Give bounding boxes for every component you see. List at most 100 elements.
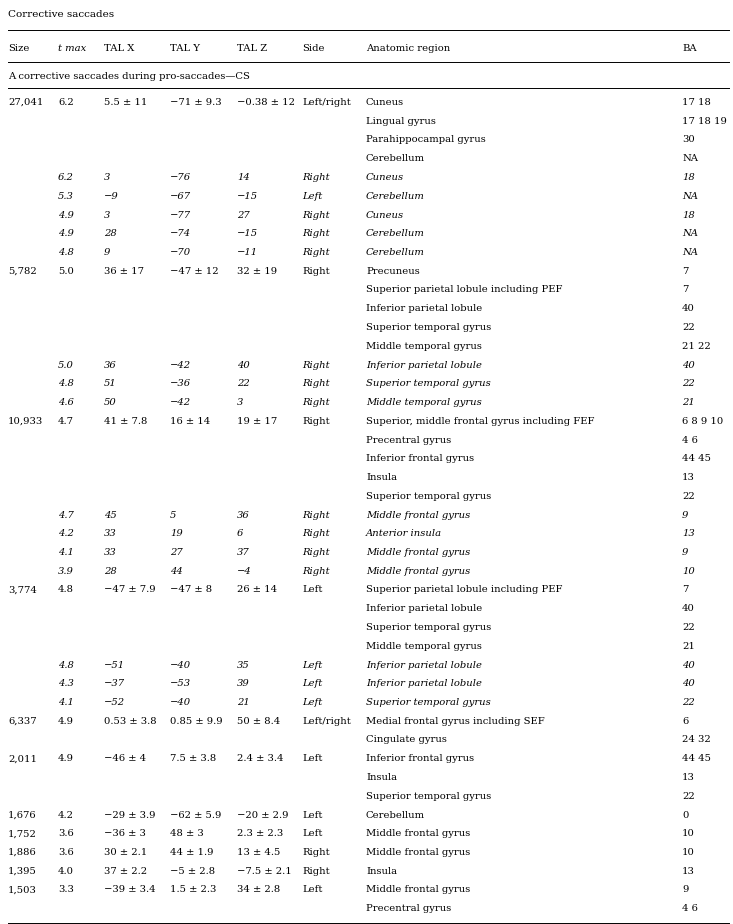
Text: 4.3: 4.3 (58, 679, 74, 688)
Text: −20 ± 2.9: −20 ± 2.9 (237, 810, 289, 820)
Text: 1,395: 1,395 (8, 867, 37, 876)
Text: 4 6: 4 6 (682, 435, 698, 444)
Text: TAL Y: TAL Y (170, 44, 200, 53)
Text: 0.53 ± 3.8: 0.53 ± 3.8 (104, 717, 157, 725)
Text: Middle frontal gyrus: Middle frontal gyrus (366, 510, 471, 519)
Text: Right: Right (302, 267, 330, 275)
Text: Inferior frontal gyrus: Inferior frontal gyrus (366, 455, 474, 463)
Text: −0.38 ± 12: −0.38 ± 12 (237, 98, 295, 107)
Text: 4.9: 4.9 (58, 754, 74, 763)
Text: 26 ± 14: 26 ± 14 (237, 586, 277, 594)
Text: 4 6: 4 6 (682, 905, 698, 913)
Text: NA: NA (682, 154, 698, 164)
Text: 4.9: 4.9 (58, 717, 74, 725)
Text: 5.0: 5.0 (58, 360, 74, 370)
Text: 40: 40 (682, 679, 695, 688)
Text: Superior temporal gyrus: Superior temporal gyrus (366, 492, 491, 501)
Text: 10: 10 (682, 566, 695, 576)
Text: 6.2: 6.2 (58, 98, 74, 107)
Text: 22: 22 (682, 492, 695, 501)
Text: Middle frontal gyrus: Middle frontal gyrus (366, 829, 471, 838)
Text: −15: −15 (237, 192, 258, 201)
Text: Cerebellum: Cerebellum (366, 810, 425, 820)
Text: 33: 33 (104, 529, 117, 539)
Text: 21: 21 (682, 642, 695, 650)
Text: 2.4 ± 3.4: 2.4 ± 3.4 (237, 754, 284, 763)
Text: 32 ± 19: 32 ± 19 (237, 267, 277, 275)
Text: Right: Right (302, 173, 330, 182)
Text: Superior temporal gyrus: Superior temporal gyrus (366, 792, 491, 801)
Text: −53: −53 (170, 679, 191, 688)
Text: NA: NA (682, 229, 698, 238)
Text: 17 18 19: 17 18 19 (682, 116, 727, 126)
Text: 9: 9 (682, 885, 688, 894)
Text: Inferior parietal lobule: Inferior parietal lobule (366, 661, 482, 670)
Text: Right: Right (302, 867, 330, 876)
Text: Precentral gyrus: Precentral gyrus (366, 905, 452, 913)
Text: 28: 28 (104, 229, 117, 238)
Text: Parahippocampal gyrus: Parahippocampal gyrus (366, 136, 486, 144)
Text: Left/right: Left/right (302, 717, 351, 725)
Text: 51: 51 (104, 379, 117, 388)
Text: 7.5 ± 3.8: 7.5 ± 3.8 (170, 754, 216, 763)
Text: 9: 9 (682, 510, 688, 519)
Text: Right: Right (302, 548, 330, 557)
Text: 4.9: 4.9 (58, 229, 74, 238)
Text: Corrective saccades: Corrective saccades (8, 10, 114, 19)
Text: −9: −9 (104, 192, 119, 201)
Text: 16 ± 14: 16 ± 14 (170, 417, 210, 426)
Text: BA: BA (682, 44, 696, 53)
Text: 36: 36 (237, 510, 250, 519)
Text: 2,011: 2,011 (8, 754, 37, 763)
Text: Insula: Insula (366, 867, 397, 876)
Text: −42: −42 (170, 398, 191, 407)
Text: Middle temporal gyrus: Middle temporal gyrus (366, 398, 482, 407)
Text: 3: 3 (104, 211, 111, 220)
Text: Right: Right (302, 248, 330, 257)
Text: −4: −4 (237, 566, 251, 576)
Text: 4.9: 4.9 (58, 211, 74, 220)
Text: Superior temporal gyrus: Superior temporal gyrus (366, 623, 491, 632)
Text: −74: −74 (170, 229, 191, 238)
Text: 5.5 ± 11: 5.5 ± 11 (104, 98, 147, 107)
Text: 4.1: 4.1 (58, 698, 74, 707)
Text: Right: Right (302, 417, 330, 426)
Text: Precentral gyrus: Precentral gyrus (366, 435, 452, 444)
Text: 5.0: 5.0 (58, 267, 74, 275)
Text: 21: 21 (682, 398, 695, 407)
Text: −29 ± 3.9: −29 ± 3.9 (104, 810, 155, 820)
Text: 7: 7 (682, 286, 688, 295)
Text: Inferior frontal gyrus: Inferior frontal gyrus (366, 754, 474, 763)
Text: 10: 10 (682, 829, 695, 838)
Text: 34 ± 2.8: 34 ± 2.8 (237, 885, 280, 894)
Text: 3.6: 3.6 (58, 829, 74, 838)
Text: Right: Right (302, 211, 330, 220)
Text: 22: 22 (682, 379, 695, 388)
Text: 50 ± 8.4: 50 ± 8.4 (237, 717, 280, 725)
Text: 44 ± 1.9: 44 ± 1.9 (170, 848, 213, 857)
Text: Left: Left (302, 829, 323, 838)
Text: 17 18: 17 18 (682, 98, 711, 107)
Text: 4.2: 4.2 (58, 529, 74, 539)
Text: 37 ± 2.2: 37 ± 2.2 (104, 867, 147, 876)
Text: Insula: Insula (366, 473, 397, 482)
Text: 4.8: 4.8 (58, 586, 74, 594)
Text: Middle temporal gyrus: Middle temporal gyrus (366, 342, 482, 351)
Text: Side: Side (302, 44, 325, 53)
Text: 40: 40 (682, 360, 695, 370)
Text: 33: 33 (104, 548, 117, 557)
Text: −46 ± 4: −46 ± 4 (104, 754, 146, 763)
Text: −39 ± 3.4: −39 ± 3.4 (104, 885, 155, 894)
Text: 30: 30 (682, 136, 695, 144)
Text: Superior temporal gyrus: Superior temporal gyrus (366, 323, 491, 332)
Text: 1,676: 1,676 (8, 810, 37, 820)
Text: Size: Size (8, 44, 29, 53)
Text: 4.7: 4.7 (58, 417, 74, 426)
Text: Insula: Insula (366, 773, 397, 782)
Text: −70: −70 (170, 248, 191, 257)
Text: −42: −42 (170, 360, 191, 370)
Text: 1,752: 1,752 (8, 829, 37, 838)
Text: −77: −77 (170, 211, 191, 220)
Text: 6: 6 (682, 717, 688, 725)
Text: 4.0: 4.0 (58, 867, 74, 876)
